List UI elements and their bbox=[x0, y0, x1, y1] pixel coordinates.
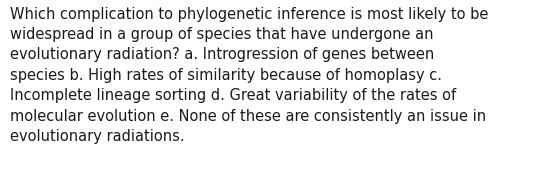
Text: Which complication to phylogenetic inference is most likely to be
widespread in : Which complication to phylogenetic infer… bbox=[10, 7, 488, 144]
